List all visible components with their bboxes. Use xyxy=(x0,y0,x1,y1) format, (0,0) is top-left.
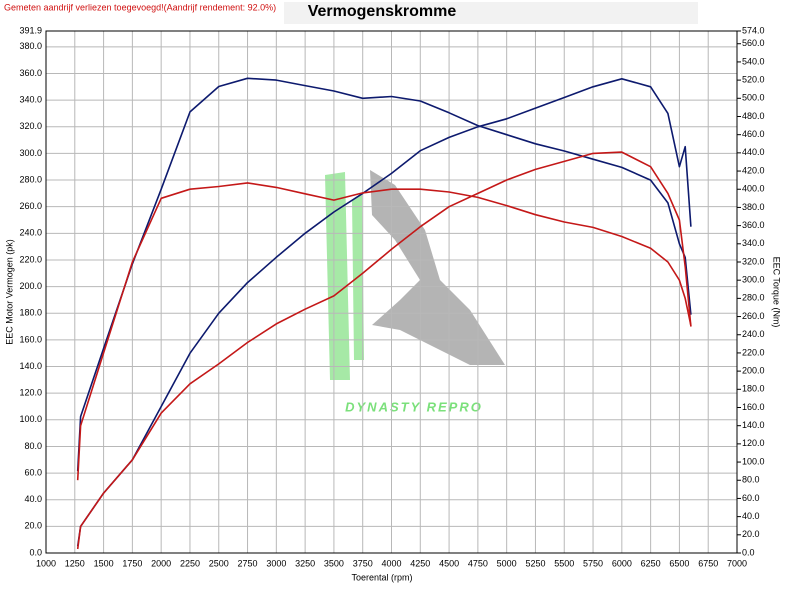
y2-tick-label: 340.0 xyxy=(742,238,765,248)
x-tick-label: 7000 xyxy=(727,558,747,568)
y2-tick-label: 400.0 xyxy=(742,184,765,194)
x-tick-label: 3750 xyxy=(353,558,373,568)
y-tick-label: 300.0 xyxy=(19,148,42,158)
y2-tick-label: 420.0 xyxy=(742,165,765,175)
series-line xyxy=(76,151,692,550)
y2-axis-label: EEC Torque (Nm) xyxy=(772,257,782,328)
y2-tick-label: 0.0 xyxy=(742,547,755,557)
y-tick-label: 200.0 xyxy=(19,281,42,291)
x-tick-label: 5750 xyxy=(583,558,603,568)
y2-tick-label: 200.0 xyxy=(742,365,765,375)
y-tick-label: 60.0 xyxy=(24,467,42,477)
x-tick-label: 5000 xyxy=(497,558,517,568)
x-axis-label: Toerental (rpm) xyxy=(351,572,412,582)
y-tick-label: 0.0 xyxy=(29,547,42,557)
y-tick-label: 360.0 xyxy=(19,68,42,78)
y2-tick-label: 574.0 xyxy=(742,25,765,35)
y-tick-label: 160.0 xyxy=(19,334,42,344)
x-tick-label: 1750 xyxy=(122,558,142,568)
y-tick-label: 391.9 xyxy=(19,25,42,35)
x-tick-label: 1250 xyxy=(65,558,85,568)
x-tick-label: 1500 xyxy=(94,558,114,568)
y-axis-label: EEC Motor Vermogen (pk) xyxy=(4,239,14,345)
watermark: DYNASTY REPRO xyxy=(345,399,483,414)
y-tick-label: 280.0 xyxy=(19,174,42,184)
y2-tick-label: 100.0 xyxy=(742,456,765,466)
y2-tick-label: 380.0 xyxy=(742,202,765,212)
y-tick-label: 240.0 xyxy=(19,228,42,238)
y2-tick-label: 240.0 xyxy=(742,329,765,339)
y-tick-label: 80.0 xyxy=(24,441,42,451)
y2-tick-label: 320.0 xyxy=(742,256,765,266)
plot-frame xyxy=(45,30,738,554)
y-tick-label: 40.0 xyxy=(24,494,42,504)
x-tick-label: 1000 xyxy=(36,558,56,568)
x-tick-label: 6500 xyxy=(669,558,689,568)
chart-title: Vermogenskromme xyxy=(308,3,457,20)
y2-tick-label: 220.0 xyxy=(742,347,765,357)
y-tick-label: 380.0 xyxy=(19,41,42,51)
y-tick-label: 340.0 xyxy=(19,95,42,105)
y2-tick-label: 560.0 xyxy=(742,38,765,48)
y2-tick-label: 440.0 xyxy=(742,147,765,157)
y2-tick-label: 140.0 xyxy=(742,420,765,430)
y2-tick-label: 500.0 xyxy=(742,93,765,103)
x-tick-label: 6750 xyxy=(698,558,718,568)
x-tick-label: 5250 xyxy=(525,558,545,568)
x-tick-label: 4250 xyxy=(410,558,430,568)
x-tick-label: 6000 xyxy=(612,558,632,568)
x-tick-label: 2250 xyxy=(180,558,200,568)
y-tick-label: 20.0 xyxy=(24,521,42,531)
series-line xyxy=(76,182,692,481)
y2-tick-label: 520.0 xyxy=(742,74,765,84)
y-tick-label: 120.0 xyxy=(19,388,42,398)
x-tick-label: 4500 xyxy=(439,558,459,568)
x-tick-label: 3250 xyxy=(295,558,315,568)
y-tick-label: 320.0 xyxy=(19,121,42,131)
y-tick-label: 100.0 xyxy=(19,414,42,424)
y2-tick-label: 40.0 xyxy=(742,511,760,521)
series-line xyxy=(76,78,692,547)
x-tick-label: 4750 xyxy=(468,558,488,568)
y2-tick-label: 260.0 xyxy=(742,311,765,321)
y2-tick-label: 360.0 xyxy=(742,220,765,230)
y2-tick-label: 280.0 xyxy=(742,293,765,303)
y-tick-label: 180.0 xyxy=(19,308,42,318)
note: Gemeten aandrijf verliezen toegevoegd!(A… xyxy=(4,2,276,12)
y2-tick-label: 480.0 xyxy=(742,111,765,121)
y2-tick-label: 60.0 xyxy=(742,493,760,503)
y-tick-label: 260.0 xyxy=(19,201,42,211)
x-tick-label: 3500 xyxy=(324,558,344,568)
x-tick-label: 6250 xyxy=(641,558,661,568)
x-tick-label: 4000 xyxy=(381,558,401,568)
y2-tick-label: 300.0 xyxy=(742,275,765,285)
watermark-logo xyxy=(325,170,505,380)
y2-tick-label: 540.0 xyxy=(742,56,765,66)
y2-tick-label: 80.0 xyxy=(742,475,760,485)
y2-tick-label: 160.0 xyxy=(742,402,765,412)
x-tick-label: 5500 xyxy=(554,558,574,568)
y2-tick-label: 180.0 xyxy=(742,384,765,394)
y2-tick-label: 460.0 xyxy=(742,129,765,139)
series-line xyxy=(76,77,692,472)
y-tick-label: 220.0 xyxy=(19,254,42,264)
title-bar xyxy=(284,2,698,24)
x-tick-label: 2500 xyxy=(209,558,229,568)
x-tick-label: 2750 xyxy=(238,558,258,568)
x-tick-label: 3000 xyxy=(266,558,286,568)
x-tick-label: 2000 xyxy=(151,558,171,568)
y-tick-label: 140.0 xyxy=(19,361,42,371)
y2-tick-label: 120.0 xyxy=(742,438,765,448)
y2-tick-label: 20.0 xyxy=(742,529,760,539)
